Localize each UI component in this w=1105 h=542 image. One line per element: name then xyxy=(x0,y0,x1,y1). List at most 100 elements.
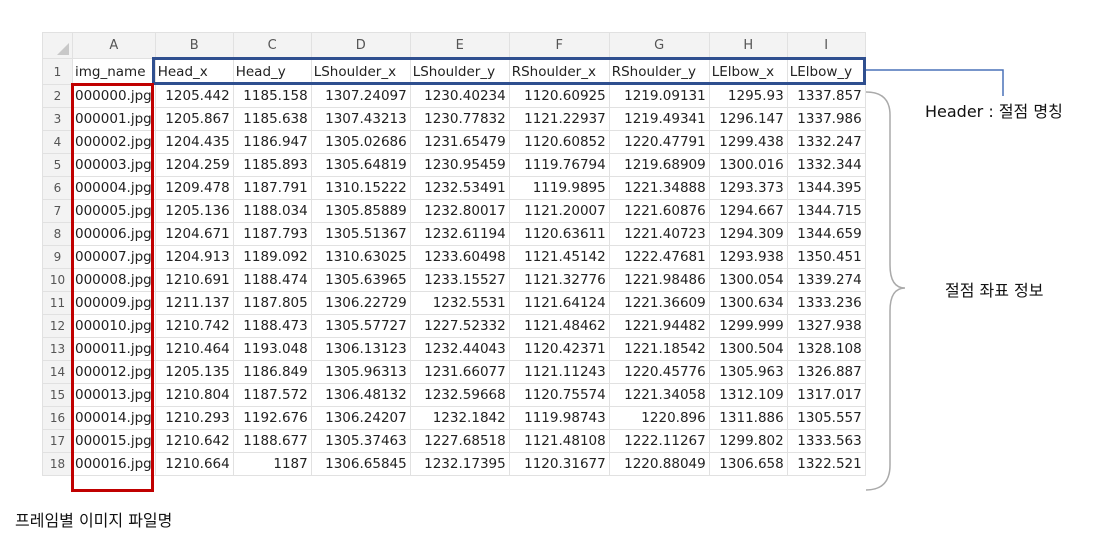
cell[interactable]: 1333.563 xyxy=(786,429,866,453)
cell[interactable]: 1221.36609 xyxy=(608,291,710,315)
row-header[interactable]: 3 xyxy=(42,107,73,131)
cell[interactable]: 1220.47791 xyxy=(608,130,710,154)
cell[interactable]: 1306.24207 xyxy=(310,406,411,430)
row-header[interactable]: 14 xyxy=(42,360,73,384)
cell[interactable]: 1120.42371 xyxy=(508,337,610,361)
cell[interactable]: 1120.31677 xyxy=(508,452,610,476)
cell[interactable]: 1300.504 xyxy=(708,337,788,361)
cell[interactable]: 1299.999 xyxy=(708,314,788,338)
cell[interactable]: 1350.451 xyxy=(786,245,866,269)
row-header[interactable]: 6 xyxy=(42,176,73,200)
cell[interactable]: 1187 xyxy=(232,452,312,476)
cell[interactable]: 1230.95459 xyxy=(409,153,510,177)
cell[interactable]: 1193.048 xyxy=(232,337,312,361)
cell[interactable]: 1326.887 xyxy=(786,360,866,384)
cell[interactable]: 000014.jpg xyxy=(72,406,156,430)
select-all-button[interactable] xyxy=(42,32,73,59)
cell[interactable]: 1205.442 xyxy=(154,84,234,108)
header-cell[interactable]: LElbow_y xyxy=(786,58,866,85)
cell[interactable]: 000004.jpg xyxy=(72,176,156,200)
cell[interactable]: 1210.742 xyxy=(154,314,234,338)
cell[interactable]: 1221.94482 xyxy=(608,314,710,338)
cell[interactable]: 1307.24097 xyxy=(310,84,411,108)
cell[interactable]: 1306.13123 xyxy=(310,337,411,361)
cell[interactable]: 1220.45776 xyxy=(608,360,710,384)
cell[interactable]: 1232.1842 xyxy=(409,406,510,430)
cell[interactable]: 1121.22937 xyxy=(508,107,610,131)
cell[interactable]: 1185.893 xyxy=(232,153,312,177)
cell[interactable]: 1219.68909 xyxy=(608,153,710,177)
cell[interactable]: 1305.63965 xyxy=(310,268,411,292)
cell[interactable]: 1222.47681 xyxy=(608,245,710,269)
cell[interactable]: 1204.259 xyxy=(154,153,234,177)
cell[interactable]: 000002.jpg xyxy=(72,130,156,154)
cell[interactable]: 1333.236 xyxy=(786,291,866,315)
cell[interactable]: 1305.64819 xyxy=(310,153,411,177)
cell[interactable]: 1221.98486 xyxy=(608,268,710,292)
cell[interactable]: 1219.49341 xyxy=(608,107,710,131)
cell[interactable]: 1121.32776 xyxy=(508,268,610,292)
cell[interactable]: 1119.76794 xyxy=(508,153,610,177)
cell[interactable]: 1121.64124 xyxy=(508,291,610,315)
cell[interactable]: 1332.247 xyxy=(786,130,866,154)
cell[interactable]: 1305.963 xyxy=(708,360,788,384)
cell[interactable]: 1233.15527 xyxy=(409,268,510,292)
cell[interactable]: 1306.65845 xyxy=(310,452,411,476)
cell[interactable]: 1222.11267 xyxy=(608,429,710,453)
header-cell[interactable]: RShoulder_y xyxy=(608,58,710,85)
cell[interactable]: 1185.158 xyxy=(232,84,312,108)
cell[interactable]: 1205.135 xyxy=(154,360,234,384)
cell[interactable]: 1306.48132 xyxy=(310,383,411,407)
column-header[interactable]: E xyxy=(409,32,510,59)
cell[interactable]: 1337.986 xyxy=(786,107,866,131)
header-cell[interactable]: RShoulder_x xyxy=(508,58,610,85)
header-cell[interactable]: img_name xyxy=(72,58,156,85)
cell[interactable]: 1322.521 xyxy=(786,452,866,476)
cell[interactable]: 1210.293 xyxy=(154,406,234,430)
cell[interactable]: 1230.77832 xyxy=(409,107,510,131)
cell[interactable]: 000015.jpg xyxy=(72,429,156,453)
cell[interactable]: 1121.48462 xyxy=(508,314,610,338)
cell[interactable]: 1305.85889 xyxy=(310,199,411,223)
column-header[interactable]: C xyxy=(232,32,312,59)
cell[interactable]: 1187.572 xyxy=(232,383,312,407)
cell[interactable]: 1185.638 xyxy=(232,107,312,131)
cell[interactable]: 000012.jpg xyxy=(72,360,156,384)
cell[interactable]: 1300.054 xyxy=(708,268,788,292)
cell[interactable]: 1233.60498 xyxy=(409,245,510,269)
cell[interactable]: 1210.691 xyxy=(154,268,234,292)
cell[interactable]: 1227.68518 xyxy=(409,429,510,453)
column-header[interactable]: G xyxy=(608,32,710,59)
cell[interactable]: 1120.75574 xyxy=(508,383,610,407)
cell[interactable]: 000001.jpg xyxy=(72,107,156,131)
cell[interactable]: 1187.793 xyxy=(232,222,312,246)
cell[interactable]: 1192.676 xyxy=(232,406,312,430)
cell[interactable]: 1220.88049 xyxy=(608,452,710,476)
cell[interactable]: 1344.715 xyxy=(786,199,866,223)
header-cell[interactable]: LShoulder_y xyxy=(409,58,510,85)
cell[interactable]: 1296.147 xyxy=(708,107,788,131)
cell[interactable]: 1221.18542 xyxy=(608,337,710,361)
cell[interactable]: 1294.667 xyxy=(708,199,788,223)
cell[interactable]: 1219.09131 xyxy=(608,84,710,108)
cell[interactable]: 1328.108 xyxy=(786,337,866,361)
cell[interactable]: 1305.37463 xyxy=(310,429,411,453)
row-header[interactable]: 11 xyxy=(42,291,73,315)
cell[interactable]: 1307.43213 xyxy=(310,107,411,131)
cell[interactable]: 1205.867 xyxy=(154,107,234,131)
cell[interactable]: 1120.60925 xyxy=(508,84,610,108)
cell[interactable]: 1121.45142 xyxy=(508,245,610,269)
cell[interactable]: 000003.jpg xyxy=(72,153,156,177)
cell[interactable]: 1221.34058 xyxy=(608,383,710,407)
row-header[interactable]: 10 xyxy=(42,268,73,292)
cell[interactable]: 1344.395 xyxy=(786,176,866,200)
cell[interactable]: 1310.63025 xyxy=(310,245,411,269)
cell[interactable]: 1221.40723 xyxy=(608,222,710,246)
row-header[interactable]: 4 xyxy=(42,130,73,154)
cell[interactable]: 1119.98743 xyxy=(508,406,610,430)
row-header[interactable]: 9 xyxy=(42,245,73,269)
cell[interactable]: 1310.15222 xyxy=(310,176,411,200)
cell[interactable]: 1188.474 xyxy=(232,268,312,292)
cell[interactable]: 1300.016 xyxy=(708,153,788,177)
cell[interactable]: 1306.22729 xyxy=(310,291,411,315)
